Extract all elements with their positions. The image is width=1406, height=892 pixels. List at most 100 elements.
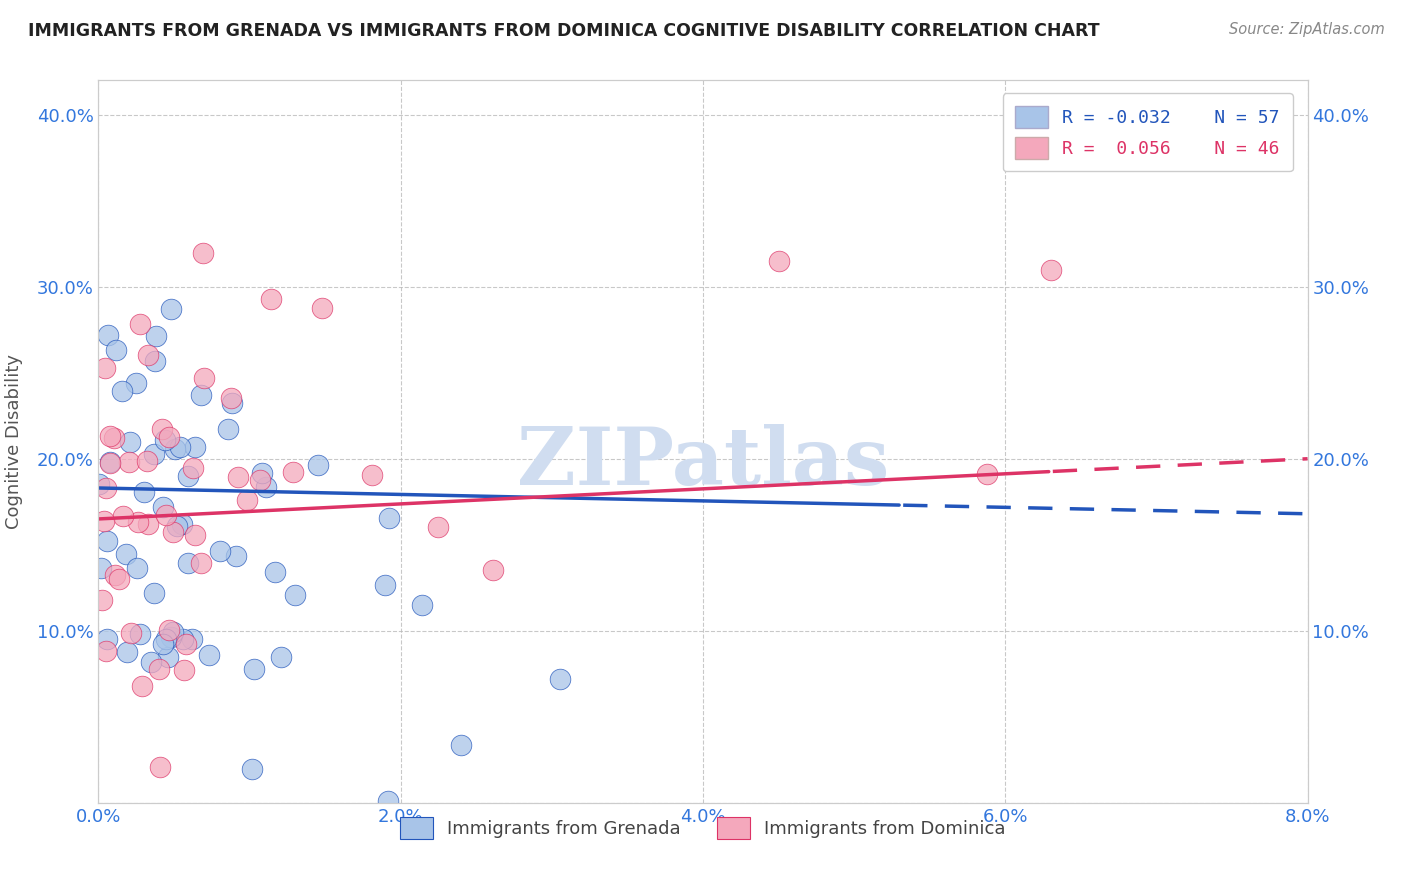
Y-axis label: Cognitive Disability: Cognitive Disability	[4, 354, 22, 529]
Point	[378, 511, 401, 525]
Point	[157, 430, 180, 444]
Point	[181, 632, 204, 647]
Point	[307, 458, 329, 473]
Point	[172, 517, 194, 532]
Point	[311, 301, 333, 315]
Point	[281, 465, 304, 479]
Point	[153, 433, 176, 447]
Point	[1039, 262, 1062, 277]
Point	[184, 528, 207, 542]
Point	[149, 760, 172, 774]
Point	[131, 679, 153, 693]
Point	[111, 384, 134, 398]
Point	[90, 561, 112, 575]
Point	[249, 473, 271, 487]
Point	[270, 649, 292, 664]
Point	[108, 572, 131, 586]
Point	[217, 422, 239, 436]
Point	[181, 461, 204, 475]
Point	[157, 624, 180, 638]
Point	[125, 376, 148, 390]
Point	[374, 578, 396, 592]
Text: Source: ZipAtlas.com: Source: ZipAtlas.com	[1229, 22, 1385, 37]
Point	[450, 738, 472, 752]
Point	[177, 557, 200, 571]
Point	[768, 253, 790, 268]
Point	[155, 508, 177, 523]
Point	[145, 328, 167, 343]
Point	[157, 649, 180, 664]
Point	[160, 302, 183, 317]
Point	[94, 361, 117, 376]
Point	[411, 599, 433, 613]
Point	[91, 593, 114, 607]
Point	[139, 655, 162, 669]
Point	[120, 434, 142, 449]
Point	[128, 627, 150, 641]
Point	[427, 520, 450, 534]
Point	[87, 477, 110, 491]
Point	[177, 469, 200, 483]
Point	[209, 544, 232, 558]
Point	[193, 371, 215, 385]
Point	[162, 524, 184, 539]
Point	[127, 561, 149, 575]
Point	[118, 455, 141, 469]
Point	[173, 663, 195, 677]
Point	[360, 467, 382, 482]
Point	[284, 588, 307, 602]
Point	[259, 292, 281, 306]
Point	[129, 317, 152, 331]
Point	[250, 467, 273, 481]
Point	[96, 534, 118, 549]
Point	[148, 662, 170, 676]
Point	[155, 632, 177, 647]
Point	[169, 440, 191, 454]
Point	[120, 626, 142, 640]
Point	[135, 454, 157, 468]
Point	[152, 500, 174, 515]
Text: IMMIGRANTS FROM GRENADA VS IMMIGRANTS FROM DOMINICA COGNITIVE DISABILITY CORRELA: IMMIGRANTS FROM GRENADA VS IMMIGRANTS FR…	[28, 22, 1099, 40]
Point	[254, 480, 277, 494]
Point	[190, 556, 212, 570]
Point	[103, 567, 125, 582]
Point	[152, 636, 174, 650]
Point	[160, 630, 183, 644]
Point	[174, 637, 197, 651]
Point	[264, 566, 287, 580]
Point	[103, 431, 125, 445]
Point	[136, 516, 159, 531]
Point	[163, 442, 186, 456]
Point	[377, 794, 399, 808]
Point	[96, 481, 118, 495]
Point	[221, 395, 243, 409]
Point	[166, 519, 188, 533]
Point	[143, 446, 166, 460]
Point	[183, 440, 205, 454]
Legend: Immigrants from Grenada, Immigrants from Dominica: Immigrants from Grenada, Immigrants from…	[391, 808, 1015, 848]
Point	[132, 485, 155, 500]
Point	[219, 391, 242, 405]
Point	[96, 632, 118, 647]
Point	[172, 632, 194, 647]
Point	[104, 343, 127, 358]
Point	[193, 245, 215, 260]
Point	[225, 549, 247, 563]
Point	[240, 762, 263, 776]
Point	[98, 456, 121, 470]
Point	[93, 514, 115, 528]
Point	[150, 421, 173, 435]
Point	[117, 645, 139, 659]
Point	[127, 515, 149, 529]
Point	[143, 353, 166, 368]
Point	[236, 493, 259, 508]
Point	[94, 644, 117, 658]
Point	[482, 563, 505, 577]
Point	[112, 508, 135, 523]
Point	[976, 467, 998, 482]
Text: ZIPatlas: ZIPatlas	[517, 425, 889, 502]
Point	[142, 585, 165, 599]
Point	[243, 662, 266, 676]
Point	[228, 470, 250, 484]
Point	[548, 672, 571, 686]
